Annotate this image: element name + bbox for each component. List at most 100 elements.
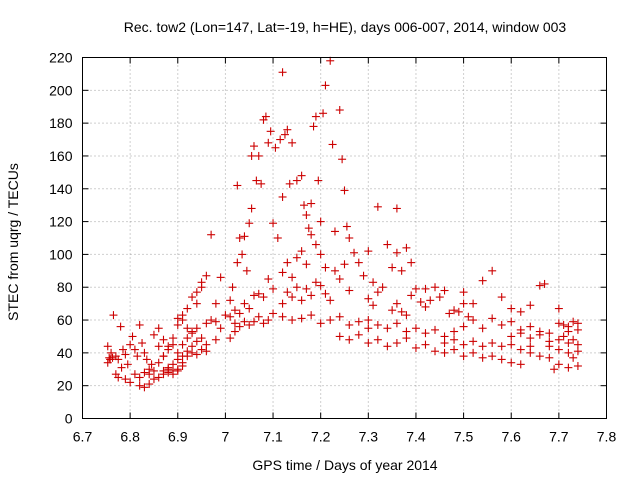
data-point — [364, 247, 373, 256]
y-tick-label: 20 — [57, 378, 73, 394]
data-point — [283, 125, 292, 134]
grid — [82, 57, 607, 419]
data-point — [254, 151, 263, 160]
data-point — [402, 243, 411, 252]
x-tick-label: 7 — [222, 429, 230, 445]
data-point — [211, 299, 220, 308]
data-point — [431, 325, 440, 334]
data-point — [238, 250, 247, 259]
data-point — [133, 352, 142, 361]
data-point — [450, 345, 459, 354]
data-point — [402, 327, 411, 336]
data-point — [207, 230, 216, 239]
data-point — [247, 204, 256, 213]
data-point — [140, 383, 149, 392]
data-point — [388, 306, 397, 315]
data-point — [314, 176, 323, 185]
data-point — [147, 360, 156, 369]
data-point — [497, 293, 506, 302]
data-point — [497, 320, 506, 329]
y-tick-label: 120 — [49, 214, 73, 230]
data-point — [516, 345, 525, 354]
data-point — [178, 361, 187, 370]
data-point — [397, 266, 406, 275]
data-point — [273, 234, 282, 242]
data-point — [392, 319, 401, 328]
data-point — [188, 327, 197, 336]
data-point — [373, 335, 382, 344]
data-point — [107, 348, 116, 357]
data-point — [311, 112, 320, 121]
data-point — [202, 271, 211, 280]
data-point — [307, 311, 316, 320]
data-point — [188, 293, 197, 302]
data-point — [202, 347, 211, 356]
data-point — [554, 345, 563, 354]
data-point — [573, 361, 582, 370]
data-point — [173, 355, 182, 364]
x-tick-label: 7.1 — [263, 429, 283, 445]
data-point — [340, 186, 349, 195]
data-point — [478, 276, 487, 285]
data-point — [249, 317, 258, 326]
data-point — [230, 319, 239, 328]
data-point — [264, 316, 273, 325]
data-point — [192, 299, 201, 308]
data-point — [297, 314, 306, 323]
data-point — [373, 202, 382, 211]
data-point — [383, 324, 392, 333]
data-point — [559, 332, 568, 341]
data-point — [288, 273, 297, 282]
data-point — [188, 348, 197, 357]
data-point — [369, 278, 378, 287]
data-point — [307, 230, 316, 239]
data-point — [319, 109, 328, 118]
data-point — [154, 342, 163, 351]
data-point — [183, 304, 192, 313]
data-point — [302, 284, 311, 293]
data-point — [392, 299, 401, 308]
data-point — [271, 143, 280, 152]
data-point — [330, 266, 339, 275]
data-point — [259, 293, 268, 302]
data-points — [103, 56, 582, 392]
y-tick-label: 0 — [65, 411, 73, 427]
data-point — [159, 352, 168, 361]
data-point — [469, 348, 478, 357]
data-point — [345, 335, 354, 344]
data-point — [326, 56, 335, 65]
data-point — [545, 329, 554, 338]
data-point — [242, 266, 251, 275]
data-point — [211, 317, 220, 326]
data-point — [269, 284, 278, 293]
data-point — [302, 211, 311, 220]
y-tick-label: 140 — [49, 181, 73, 197]
data-point — [459, 299, 468, 308]
data-point — [283, 258, 292, 267]
data-point — [335, 332, 344, 341]
data-point — [235, 234, 244, 242]
data-point — [402, 311, 411, 320]
data-point — [118, 345, 127, 354]
data-point — [564, 363, 573, 372]
data-point — [300, 201, 309, 210]
data-point — [121, 375, 130, 384]
data-point — [526, 334, 535, 343]
data-point — [135, 320, 144, 329]
data-point — [507, 340, 516, 349]
data-point — [435, 293, 444, 302]
data-point — [280, 130, 289, 139]
data-point — [288, 316, 297, 325]
data-point — [216, 324, 225, 333]
y-tick-label: 100 — [49, 246, 73, 262]
data-point — [254, 289, 263, 298]
data-point — [573, 347, 582, 356]
data-point — [135, 381, 144, 390]
data-point — [154, 373, 163, 382]
data-point — [297, 247, 306, 256]
data-point — [564, 348, 573, 357]
x-tick-label: 7.4 — [406, 429, 426, 445]
data-point — [564, 327, 573, 336]
data-point — [302, 260, 311, 269]
data-point — [261, 112, 270, 121]
